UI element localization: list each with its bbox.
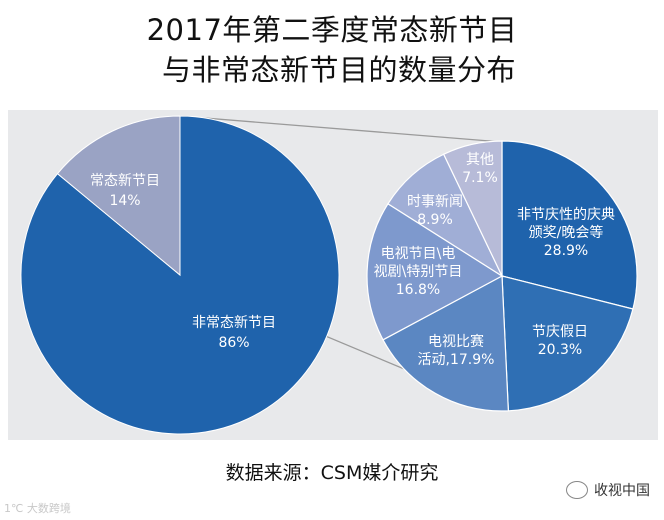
title-line-2: 与非常态新节目的数量分布 bbox=[161, 53, 516, 87]
wechat-icon bbox=[566, 481, 588, 499]
data-source: 数据来源：CSM媒介研究 bbox=[225, 462, 439, 484]
breakdown-pie-slice bbox=[382, 275, 509, 412]
breakdown-label-competition: 电视比赛活动,17.9% bbox=[418, 334, 495, 368]
main-pie-label-regular: 常态新节目 14% bbox=[90, 173, 160, 209]
breakdown-label-news: 时事新闻 8.9% bbox=[407, 194, 463, 228]
connector-line bbox=[179, 115, 503, 143]
chart-title: 2017年第二季度常态新节目 与非常态新节目的数量分布 bbox=[0, 10, 664, 90]
breakdown-pie-slice bbox=[501, 275, 634, 412]
breakdown-label-other: 其他 7.1% bbox=[462, 152, 498, 186]
breakdown-pie: 非节庆性的庆典颁奖/晚会等 28.9% 节庆假日 20.3% 电视比赛活动,17.9% 电… bbox=[366, 140, 638, 412]
title-line-1: 2017年第二季度常态新节目 bbox=[146, 13, 518, 47]
breakdown-pie-slice bbox=[366, 202, 504, 341]
breakdown-label-tv-program: 电视节目\电视剧\特别节目 16.8% bbox=[374, 246, 463, 298]
main-pie-label-non-regular: 非常态新节目 86% bbox=[192, 315, 276, 351]
watermark: 1℃ 大数跨境 bbox=[4, 502, 71, 515]
breakdown-pie-slice bbox=[442, 140, 503, 277]
wechat-name: 收视中国 bbox=[594, 483, 650, 499]
breakdown-label-ceremony: 非节庆性的庆典颁奖/晚会等 28.9% bbox=[517, 207, 615, 259]
breakdown-label-holiday: 节庆假日 20.3% bbox=[532, 324, 588, 358]
breakdown-pie-slice bbox=[501, 140, 638, 310]
wechat-badge: 收视中国 bbox=[566, 480, 650, 500]
main-pie-slice bbox=[56, 115, 181, 277]
main-pie: 非常态新节目 86% 常态新节目 14% bbox=[20, 115, 340, 435]
